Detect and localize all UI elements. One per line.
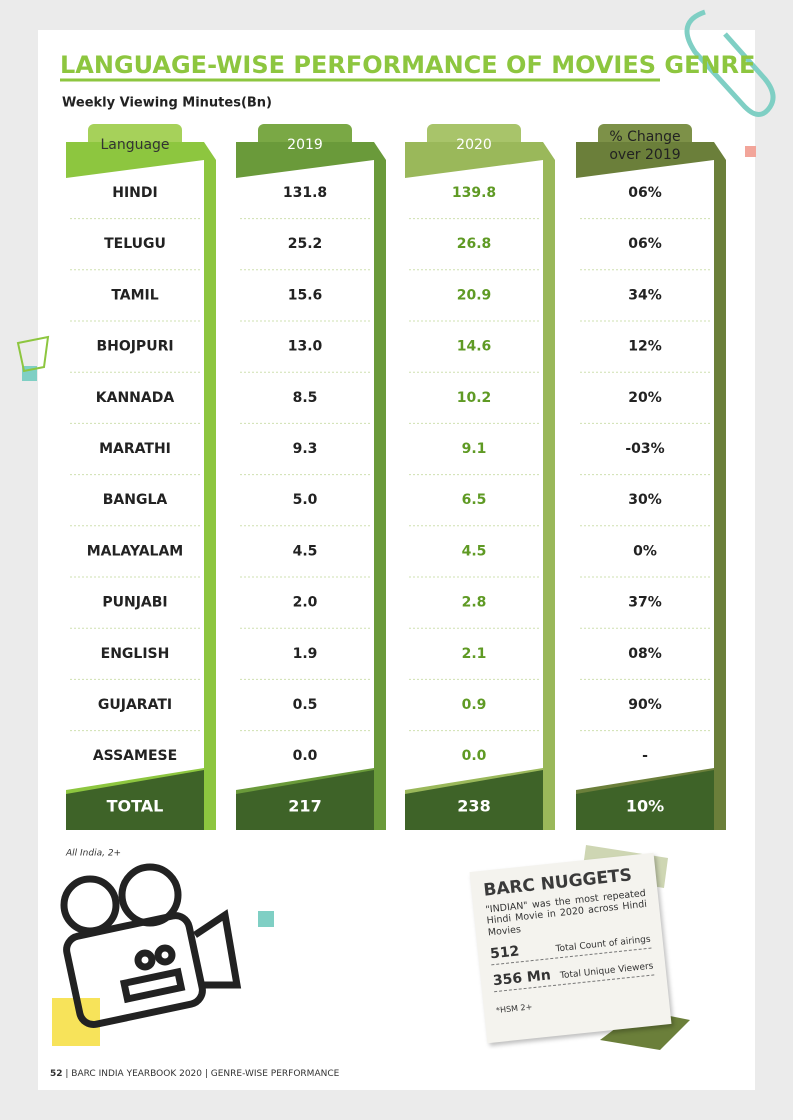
cell: MARATHI [99, 441, 171, 457]
cell: 06% [628, 236, 662, 252]
page-number: 52 [50, 1069, 63, 1079]
cell: 1.9 [293, 646, 318, 662]
total-band [236, 770, 374, 830]
deco-square [745, 146, 756, 157]
cell: 30% [628, 492, 662, 508]
cell: 9.1 [462, 441, 487, 457]
paper-clip [684, 9, 776, 117]
cell: 06% [628, 185, 662, 201]
stat-label: Total Count of airings [555, 934, 652, 955]
total-band [66, 770, 204, 830]
cell: 25.2 [288, 236, 323, 252]
cell: BHOJPURI [96, 339, 173, 355]
cell: TELUGU [104, 236, 166, 252]
cell: 131.8 [283, 185, 327, 201]
footer: 52 | BARC INDIA YEARBOOK 2020 | GENRE-WI… [50, 1069, 340, 1079]
cell: 2.1 [462, 646, 487, 662]
cell: 90% [628, 697, 662, 713]
cell: -03% [625, 441, 664, 457]
stat-value: 512 [489, 943, 521, 963]
total-cell: TOTAL [107, 797, 164, 816]
total-band [576, 770, 714, 830]
cell: TAMIL [111, 287, 158, 303]
total-cell: 10% [626, 797, 664, 816]
column-header: Language [100, 137, 169, 153]
cell: 2.0 [293, 595, 318, 611]
column-header: over 2019 [609, 147, 680, 163]
cell: 15.6 [288, 287, 323, 303]
nuggets-card: BARC NUGGETS "INDIAN" was the most repea… [469, 852, 672, 1044]
stat-label: Total Unique Viewers [559, 961, 654, 982]
cell: ASSAMESE [93, 748, 177, 764]
cell: 13.0 [288, 339, 323, 355]
cell: PUNJABI [102, 595, 167, 611]
total-band [405, 770, 543, 830]
cell: 5.0 [293, 492, 318, 508]
cell: 08% [628, 646, 662, 662]
cell: BANGLA [103, 492, 168, 508]
cell: 0.0 [293, 748, 318, 764]
cell: 9.3 [293, 441, 318, 457]
popcorn-icon [16, 335, 50, 373]
footnote: All India, 2+ [65, 849, 121, 859]
cell: ENGLISH [101, 646, 170, 662]
cell: 4.5 [462, 543, 487, 559]
cell: 10.2 [457, 390, 492, 406]
cell: 0% [633, 543, 657, 559]
cell: 26.8 [457, 236, 492, 252]
cell: 139.8 [452, 185, 496, 201]
deco-square [258, 911, 274, 927]
total-cell: 217 [288, 797, 321, 816]
cell: 37% [628, 595, 662, 611]
column-header: 2019 [287, 137, 323, 153]
cell: 0.0 [462, 748, 487, 764]
cell: 4.5 [293, 543, 318, 559]
nuggets-note: *HSM 2+ [495, 1002, 533, 1016]
cell: HINDI [112, 185, 157, 201]
footer-text: BARC INDIA YEARBOOK 2020 | GENRE-WISE PE… [71, 1069, 339, 1079]
column-header: 2020 [456, 137, 492, 153]
cell: 20.9 [457, 287, 492, 303]
cell: 20% [628, 390, 662, 406]
cell: 34% [628, 287, 662, 303]
cell: 6.5 [462, 492, 487, 508]
cell: 8.5 [293, 390, 318, 406]
cell: 0.5 [293, 697, 318, 713]
cell: KANNADA [96, 390, 175, 406]
total-cell: 238 [457, 797, 490, 816]
cell: 2.8 [462, 595, 487, 611]
cell: 0.9 [462, 697, 487, 713]
separator: | [63, 1069, 72, 1079]
cell: 12% [628, 339, 662, 355]
title: LANGUAGE-WISE PERFORMANCE OF MOVIES GENR… [60, 51, 755, 79]
stat-value: 356 Mn [492, 967, 552, 990]
cell: 14.6 [457, 339, 492, 355]
cell: MALAYALAM [87, 543, 184, 559]
camera-icon [60, 863, 242, 1029]
column-header: % Change [609, 129, 680, 145]
cell: GUJARATI [98, 697, 172, 713]
subtitle: Weekly Viewing Minutes(Bn) [62, 96, 272, 111]
cell: - [642, 748, 648, 764]
